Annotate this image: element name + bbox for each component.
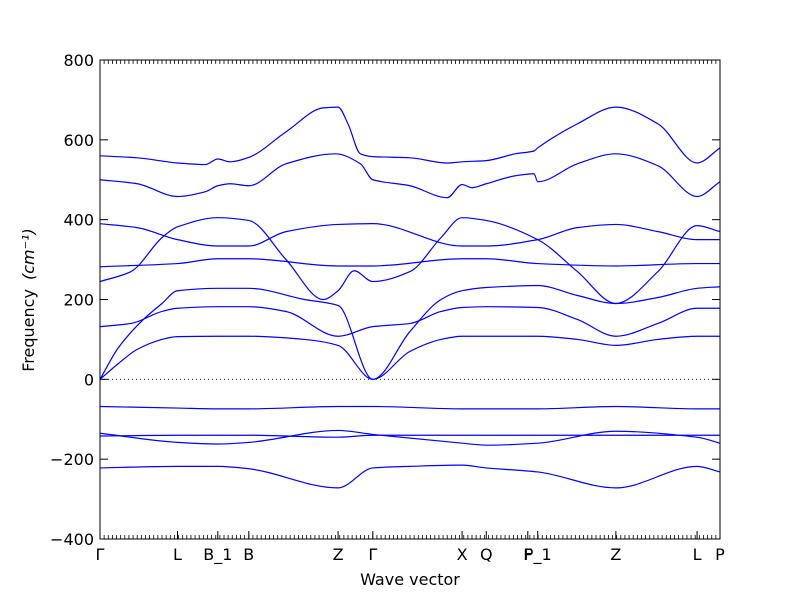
x-axis-label: Wave vector [360,570,460,589]
y-axis-label: Frequency (cm⁻¹) [19,228,38,371]
y-tick-label: 600 [63,131,94,150]
y-tick-label: 400 [63,211,94,230]
x-tick-label: Z [333,545,344,564]
x-tick-label: L [173,545,182,564]
band-line-8 [99,258,720,268]
x-tick-label: B [243,545,254,564]
y-tick-label: 200 [63,291,94,310]
band-line-2 [99,429,721,446]
y-tick-label: −200 [50,450,94,469]
x-tick-label: Q [480,545,493,564]
plot-area [99,106,721,489]
band-line-11 [99,153,721,199]
band-line-9 [99,217,721,305]
x-tick-label: F [523,545,532,564]
band-line-1 [99,464,721,489]
x-tick-label: Γ [368,545,377,564]
x-tick-label: P [715,545,725,564]
x-tick-label: B_1 [203,545,232,565]
x-tick-label: P_1 [524,545,552,565]
y-tick-label: 800 [63,51,94,70]
x-tick-label: X [457,545,468,564]
plot-frame [99,59,721,540]
y-axis-label-text: Frequency [19,289,38,372]
x-tick-label: L [693,545,702,564]
band-line-5 [99,335,720,380]
x-tick-label: Z [610,545,621,564]
band-line-3 [99,434,720,438]
band-line-7 [99,306,721,337]
y-axis-label-unit: (cm⁻¹) [19,228,38,280]
band-line-6 [99,284,721,380]
y-tick-label: 0 [84,370,94,389]
band-line-10 [99,223,720,247]
x-tick-label: Γ [96,545,105,564]
band-line-4 [99,405,720,410]
y-tick-label: −400 [50,530,94,549]
band-line-12 [99,106,721,166]
